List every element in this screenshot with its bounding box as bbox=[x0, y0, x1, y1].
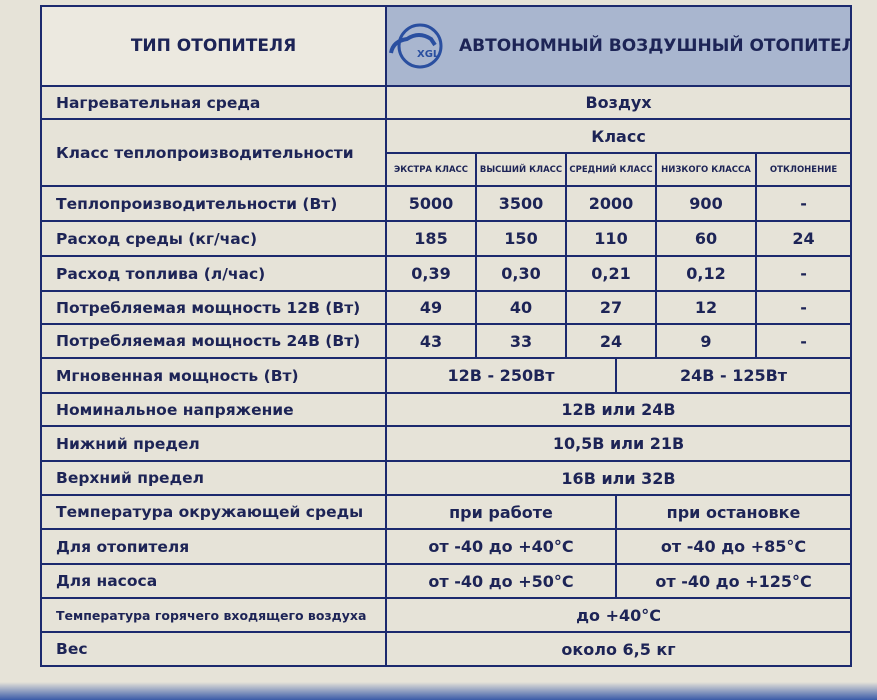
table-row: Расход среды (кг/час) 185 150 110 60 24 bbox=[40, 220, 853, 257]
cell: от -40 до +125°С bbox=[614, 563, 853, 599]
header-row: ТИП ОТОПИТЕЛЯ XGL АВТОНОМНЫЙ ВОЗДУШНЫЙ О… bbox=[40, 5, 853, 87]
cell: при остановке bbox=[614, 494, 853, 530]
cell: 0,39 bbox=[385, 255, 477, 292]
column-header: ВЫСШИЙ КЛАСС bbox=[475, 152, 567, 187]
cell: 0,12 bbox=[655, 255, 757, 292]
bottom-blue-band bbox=[0, 682, 877, 700]
cell: 12В или 24В bbox=[384, 392, 853, 427]
row-label: Потребляемая мощность 24В (Вт) bbox=[40, 323, 387, 359]
cell: 60 bbox=[655, 220, 757, 257]
column-header: ЭКСТРА КЛАСС bbox=[385, 152, 477, 187]
cell: 900 bbox=[655, 185, 757, 222]
column-header: ОТКЛОНЕНИЕ bbox=[754, 152, 853, 187]
cell: 0,30 bbox=[475, 255, 567, 292]
row-label: Расход топлива (л/час) bbox=[40, 255, 387, 292]
svg-text:XGL: XGL bbox=[417, 49, 440, 60]
cell: около 6,5 кг bbox=[384, 631, 853, 667]
cell: 33 bbox=[475, 323, 567, 359]
cell: 185 bbox=[385, 220, 477, 257]
heater-type-header: ТИП ОТОПИТЕЛЯ bbox=[40, 5, 387, 87]
row-label: Теплопроизводительности (Вт) bbox=[40, 185, 387, 222]
row-label: Нижний предел bbox=[40, 425, 387, 462]
table-row: Потребляемая мощность 12В (Вт) 49 40 27 … bbox=[40, 290, 853, 325]
row-value: Воздух bbox=[384, 85, 853, 120]
table-row: Температура окружающей среды при работе … bbox=[40, 494, 853, 530]
cell: 0,21 bbox=[565, 255, 657, 292]
xgl-logo-icon: XGL bbox=[389, 23, 443, 69]
cell: до +40°С bbox=[384, 597, 853, 633]
table-row: Мгновенная мощность (Вт) 12В - 250Вт 24В… bbox=[40, 357, 853, 394]
column-header: НИЗКОГО КЛАССА bbox=[655, 152, 757, 187]
cell: 40 bbox=[475, 290, 567, 325]
table-row: Нижний предел 10,5В или 21В bbox=[40, 425, 853, 462]
cell: - bbox=[754, 185, 853, 222]
cell: 24 bbox=[754, 220, 853, 257]
table-row: Номинальное напряжение 12В или 24В bbox=[40, 392, 853, 427]
row-label: Верхний предел bbox=[40, 460, 387, 496]
row-label: Для отопителя bbox=[40, 528, 387, 565]
table-row: Вес около 6,5 кг bbox=[40, 631, 853, 667]
row-label: Температура горячего входящего воздуха bbox=[40, 597, 387, 633]
cell: при работе bbox=[385, 494, 617, 530]
product-title: АВТОНОМНЫЙ ВОЗДУШНЫЙ ОТОПИТЕЛЬ bbox=[459, 36, 852, 56]
cell: 24В - 125Вт bbox=[614, 357, 853, 394]
row-label: Расход среды (кг/час) bbox=[40, 220, 387, 257]
row-label: Мгновенная мощность (Вт) bbox=[40, 357, 387, 394]
cell: от -40 до +40°С bbox=[385, 528, 617, 565]
class-columns-row: ЭКСТРА КЛАСС ВЫСШИЙ КЛАСС СРЕДНИЙ КЛАСС … bbox=[41, 152, 853, 187]
cell: 10,5В или 21В bbox=[384, 425, 853, 462]
table-row: Для отопителя от -40 до +40°С от -40 до … bbox=[40, 528, 853, 565]
cell: - bbox=[754, 255, 853, 292]
column-header: СРЕДНИЙ КЛАСС bbox=[565, 152, 657, 187]
cell: 49 bbox=[385, 290, 477, 325]
cell: 24 bbox=[565, 323, 657, 359]
cell: 12 bbox=[655, 290, 757, 325]
cell: 12В - 250Вт bbox=[385, 357, 617, 394]
cell: 5000 bbox=[385, 185, 477, 222]
cell: 2000 bbox=[565, 185, 657, 222]
cell: 3500 bbox=[475, 185, 567, 222]
table-row: Температура горячего входящего воздуха д… bbox=[40, 597, 853, 633]
row-label: Номинальное напряжение bbox=[40, 392, 387, 427]
cell: 9 bbox=[655, 323, 757, 359]
cell: - bbox=[754, 323, 853, 359]
cell: от -40 до +50°С bbox=[385, 563, 617, 599]
row-label: Для насоса bbox=[40, 563, 387, 599]
spec-table-frame: ТИП ОТОПИТЕЛЯ XGL АВТОНОМНЫЙ ВОЗДУШНЫЙ О… bbox=[40, 5, 853, 667]
table-row: Расход топлива (л/час) 0,39 0,30 0,21 0,… bbox=[40, 255, 853, 292]
product-title-cell: XGL АВТОНОМНЫЙ ВОЗДУШНЫЙ ОТОПИТЕЛЬ bbox=[384, 5, 853, 87]
cell: - bbox=[754, 290, 853, 325]
table-row: Теплопроизводительности (Вт) 5000 3500 2… bbox=[40, 185, 853, 222]
cell: от -40 до +85°С bbox=[614, 528, 853, 565]
cell: 150 bbox=[475, 220, 567, 257]
cell: 110 bbox=[565, 220, 657, 257]
class-title: Класс bbox=[384, 118, 853, 154]
table-row: Для насоса от -40 до +50°С от -40 до +12… bbox=[40, 563, 853, 599]
row-label: Потребляемая мощность 12В (Вт) bbox=[40, 290, 387, 325]
cell: 43 bbox=[385, 323, 477, 359]
cell: 16В или 32В bbox=[384, 460, 853, 496]
table-row: Верхний предел 16В или 32В bbox=[40, 460, 853, 496]
table-row: Нагревательная среда Воздух bbox=[40, 85, 853, 120]
spec-table: ТИП ОТОПИТЕЛЯ XGL АВТОНОМНЫЙ ВОЗДУШНЫЙ О… bbox=[40, 5, 853, 667]
table-row: Потребляемая мощность 24В (Вт) 43 33 24 … bbox=[40, 323, 853, 359]
row-label: Нагревательная среда bbox=[40, 85, 387, 120]
table-row: Класс теплопроизводительности Класс bbox=[40, 118, 853, 187]
row-label: Температура окружающей среды bbox=[40, 494, 387, 530]
row-label: Класс теплопроизводительности bbox=[40, 118, 387, 187]
row-label: Вес bbox=[40, 631, 387, 667]
cell: 27 bbox=[565, 290, 657, 325]
